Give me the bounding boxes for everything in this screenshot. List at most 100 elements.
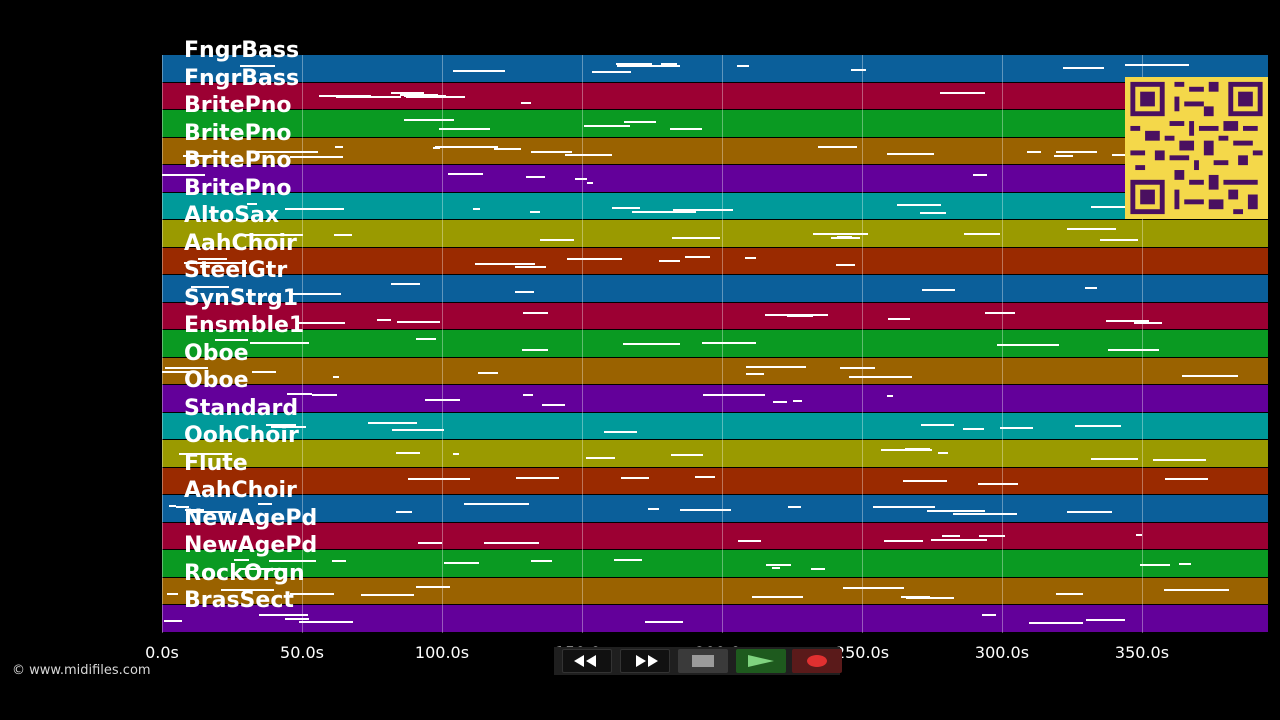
track-lane: [162, 577, 1268, 605]
midi-note: [906, 596, 954, 599]
midi-note: [522, 349, 548, 351]
midi-note: [1134, 321, 1162, 324]
track-lane: [162, 550, 1268, 578]
midi-note: [738, 539, 761, 542]
time-gridline: [162, 55, 163, 633]
midi-note: [745, 256, 756, 259]
track-label: OohChoir: [184, 423, 299, 448]
midi-note: [963, 427, 984, 430]
midi-note: [584, 125, 630, 127]
midi-note: [253, 150, 318, 153]
midi-note: [614, 559, 642, 561]
track-label: RockOrgn: [184, 560, 305, 586]
midi-note: [391, 91, 424, 94]
track-label: NewAgePd: [184, 505, 318, 531]
stop-button[interactable]: [678, 649, 728, 673]
midi-note: [494, 147, 521, 150]
midi-note: [818, 145, 857, 148]
time-tick-label: 350.0s: [1114, 643, 1170, 662]
midi-note: [1106, 319, 1149, 322]
rewind-button[interactable]: [562, 649, 612, 673]
midi-note: [240, 65, 275, 67]
midi-note: [334, 234, 352, 236]
midi-note: [1086, 619, 1125, 621]
rewind-icon: [574, 655, 596, 667]
midi-note: [333, 375, 339, 378]
midi-note: [575, 178, 587, 180]
midi-note: [632, 210, 696, 213]
midi-note: [448, 173, 483, 175]
track-label: Oboe: [184, 340, 249, 366]
time-gridline: [302, 55, 303, 633]
midi-note: [167, 592, 178, 595]
midi-note: [1067, 511, 1112, 513]
midi-note: [811, 568, 825, 570]
midi-note: [1029, 622, 1083, 624]
midi-note: [242, 568, 284, 570]
midi-note: [953, 513, 1017, 515]
midi-note: [391, 283, 420, 285]
fast-forward-button[interactable]: [620, 649, 670, 673]
record-button[interactable]: [792, 649, 842, 673]
midi-note: [516, 476, 559, 479]
midi-note: [192, 511, 231, 513]
midi-note: [290, 592, 334, 595]
midi-note: [416, 338, 436, 340]
midi-note: [592, 71, 631, 73]
midi-note: [299, 621, 353, 623]
midi-note: [922, 289, 955, 291]
midi-note: [239, 234, 303, 236]
track-lane: [162, 605, 1268, 633]
midi-note: [252, 370, 276, 373]
midi-note: [673, 208, 733, 211]
midi-note: [523, 394, 533, 396]
midi-note: [319, 94, 371, 97]
midi-note: [927, 510, 985, 512]
midi-note: [484, 541, 539, 544]
midi-note: [703, 394, 765, 396]
play-icon: [748, 655, 774, 667]
midi-note: [312, 394, 337, 396]
midi-note: [368, 421, 417, 424]
midi-note: [616, 63, 652, 65]
midi-note: [884, 539, 923, 542]
midi-note: [162, 174, 205, 176]
midi-note: [661, 63, 677, 65]
midi-note: [985, 311, 1015, 314]
midi-note: [404, 94, 446, 97]
track-label: SteelGtr: [184, 258, 288, 283]
midi-note: [849, 375, 912, 378]
midi-note: [567, 257, 622, 260]
midi-note: [169, 505, 176, 507]
midi-note: [979, 534, 1005, 537]
track-lane: [162, 247, 1268, 275]
track-label: FngrBass: [184, 38, 300, 63]
midi-note: [377, 318, 391, 321]
play-button[interactable]: [736, 649, 786, 673]
midi-note: [521, 101, 531, 104]
midi-note: [247, 202, 257, 205]
midi-note: [478, 371, 498, 374]
midi-note: [406, 95, 465, 98]
midi-note: [1164, 588, 1229, 591]
midi-note: [940, 91, 985, 94]
piano-roll-timeline: [162, 55, 1268, 633]
midi-note: [433, 146, 440, 149]
midi-note: [215, 339, 248, 341]
time-tick-label: 300.0s: [974, 643, 1030, 662]
midi-note: [1182, 374, 1238, 377]
midi-note: [1179, 563, 1191, 565]
midi-note: [973, 174, 987, 176]
midi-note: [938, 452, 948, 454]
midi-note: [1136, 533, 1142, 536]
midi-note: [920, 211, 946, 214]
track-lane: [162, 192, 1268, 220]
midi-note: [737, 65, 749, 67]
track-lane: [162, 357, 1268, 385]
midi-note: [773, 401, 787, 403]
midi-note: [788, 506, 801, 508]
midi-note: [515, 265, 546, 268]
midi-note: [623, 343, 680, 345]
track-label: BritePno: [184, 175, 292, 201]
midi-note: [1140, 564, 1170, 566]
